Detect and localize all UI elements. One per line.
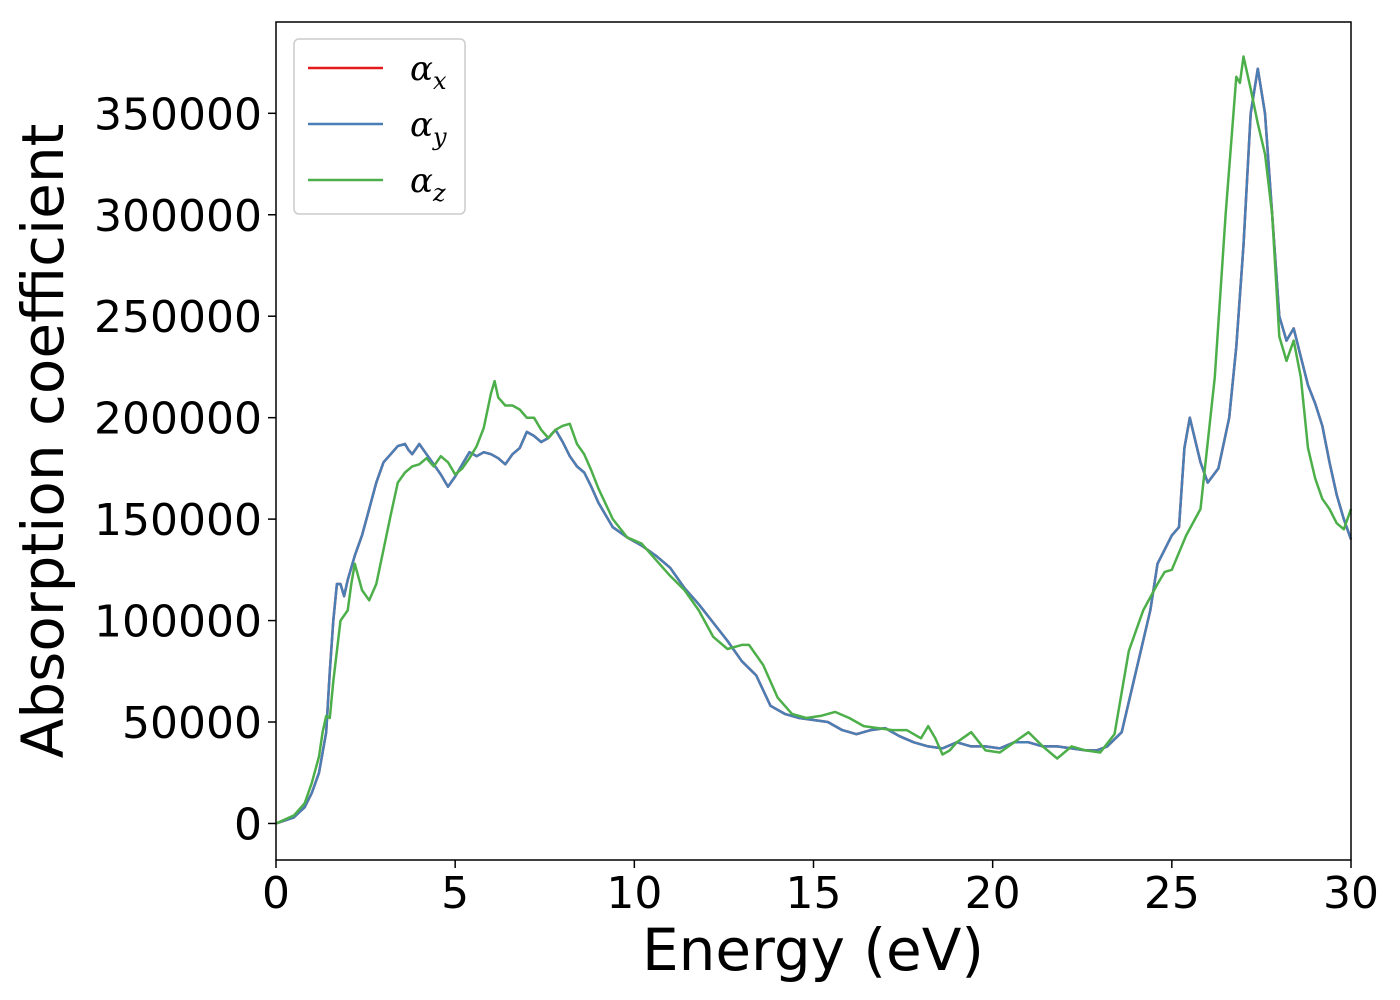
- legend-label-subscript: x: [433, 67, 447, 95]
- y-axis-label: Absorption coefficient: [9, 124, 77, 759]
- x-axis-label: Energy (eV): [642, 916, 984, 984]
- x-tick-label: 5: [441, 868, 469, 919]
- y-tick-label: 100000: [94, 597, 262, 648]
- y-tick-label: 300000: [94, 191, 262, 242]
- y-tick-label: 150000: [94, 495, 262, 546]
- legend-label-subscript: z: [432, 179, 446, 207]
- legend-box: [293, 38, 466, 215]
- legend-label-x: αx: [410, 49, 447, 95]
- y-tick-label: 50000: [122, 698, 262, 749]
- legend-label-base: α: [410, 161, 433, 201]
- legend-label-y: αy: [410, 105, 447, 151]
- x-tick-label: 15: [786, 868, 842, 919]
- x-tick-label: 10: [606, 868, 662, 919]
- legend-label-subscript: y: [432, 123, 447, 151]
- x-tick-label: 30: [1323, 868, 1379, 919]
- x-axis-ticks: 0 5 10 15 20 25 30: [262, 860, 1379, 919]
- y-tick-label: 200000: [94, 394, 262, 445]
- series-line-z: [275, 55, 1353, 825]
- y-tick-label: 0: [234, 799, 262, 850]
- x-tick-label: 25: [1144, 868, 1200, 919]
- x-tick-label: 20: [965, 868, 1021, 919]
- legend-label-base: α: [410, 105, 433, 145]
- y-axis-ticks: 0 50000 100000 150000 200000 250000 300000 3500…: [94, 89, 276, 850]
- legend-label-base: α: [410, 49, 433, 89]
- series-lines: [275, 55, 1353, 825]
- y-tick-label: 350000: [94, 89, 262, 140]
- series-line-y: [275, 67, 1353, 825]
- x-tick-label: 0: [262, 868, 290, 919]
- y-tick-label: 250000: [94, 292, 262, 343]
- legend-label-z: αz: [410, 161, 446, 207]
